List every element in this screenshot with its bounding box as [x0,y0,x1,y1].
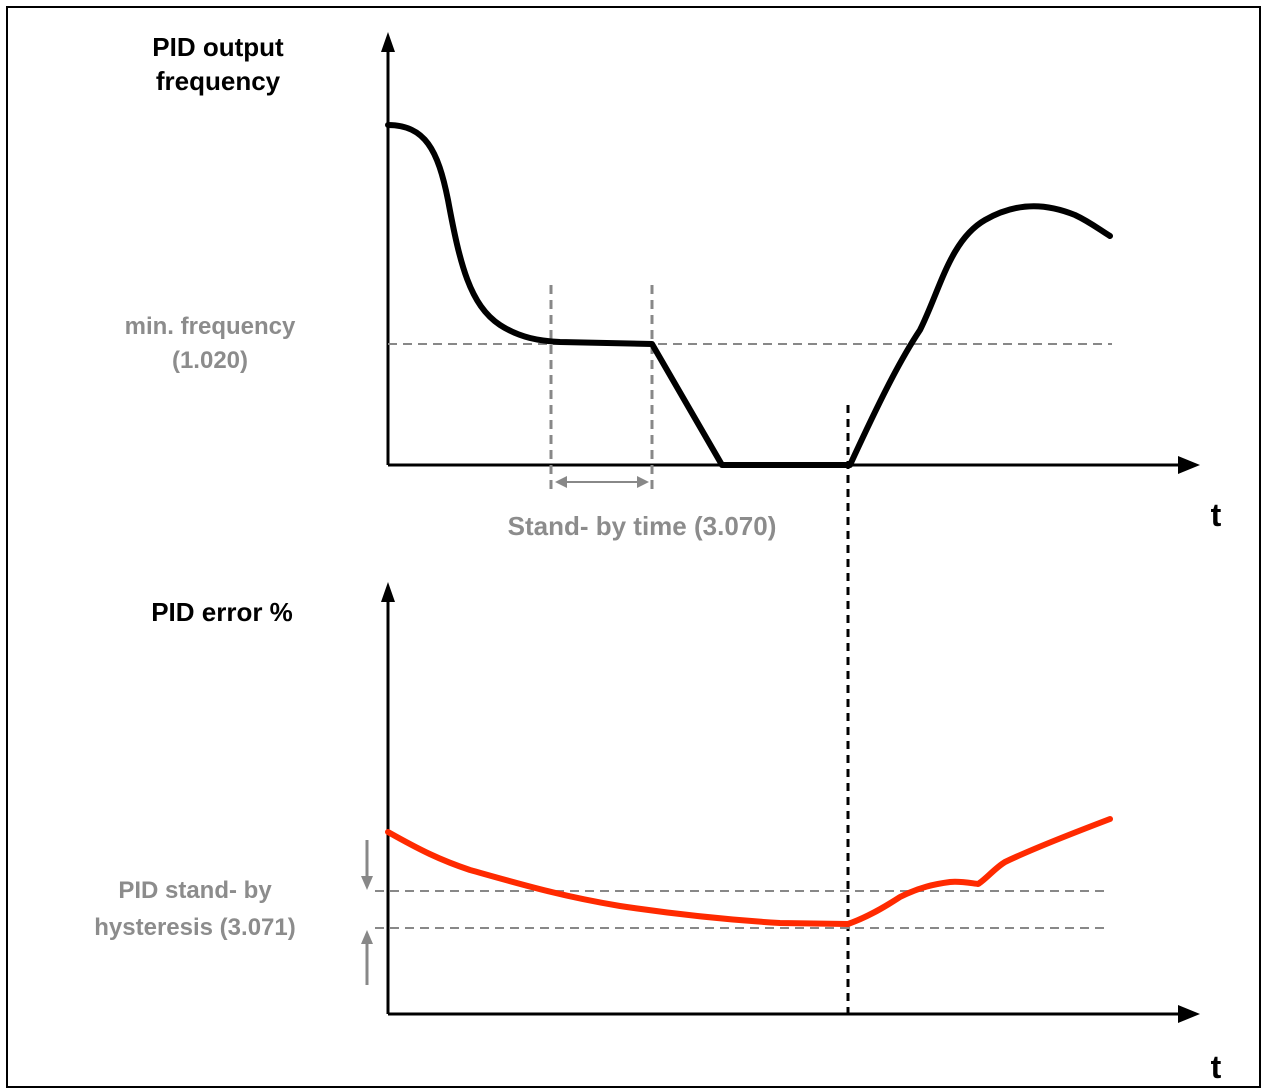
bottom-y-axis-arrow [381,582,395,602]
min-frequency-label-line2: (1.020) [172,347,248,374]
top-y-label-line1: PID output [152,32,284,62]
output-frequency-curve [385,122,1113,468]
min-frequency-label-line1: min. frequency [125,313,296,340]
top-chart: PID output frequency min. frequency (1.0… [125,32,1222,541]
pid-error-curve [385,816,1113,927]
standby-time-label: Stand- by time (3.070) [508,511,777,541]
standby-arrow-left-head [555,476,567,488]
hysteresis-label-line1: PID stand- by [118,877,272,904]
top-x-axis-arrow [1178,456,1200,474]
top-y-label-line2: frequency [156,66,281,96]
hysteresis-up-arrow-head [361,930,373,944]
bottom-chart: PID error % PID stand- by hysteresis (3.… [94,582,1222,1085]
top-x-label: t [1211,497,1222,533]
top-y-axis-arrow [381,32,395,52]
hysteresis-label-line2: hysteresis (3.071) [94,914,295,941]
hysteresis-down-arrow-head [361,876,373,890]
bottom-y-label: PID error % [151,597,293,627]
diagram-frame [6,6,1261,1088]
standby-arrow-right-head [637,476,649,488]
bottom-x-label: t [1211,1049,1222,1085]
bottom-x-axis-arrow [1178,1005,1200,1023]
